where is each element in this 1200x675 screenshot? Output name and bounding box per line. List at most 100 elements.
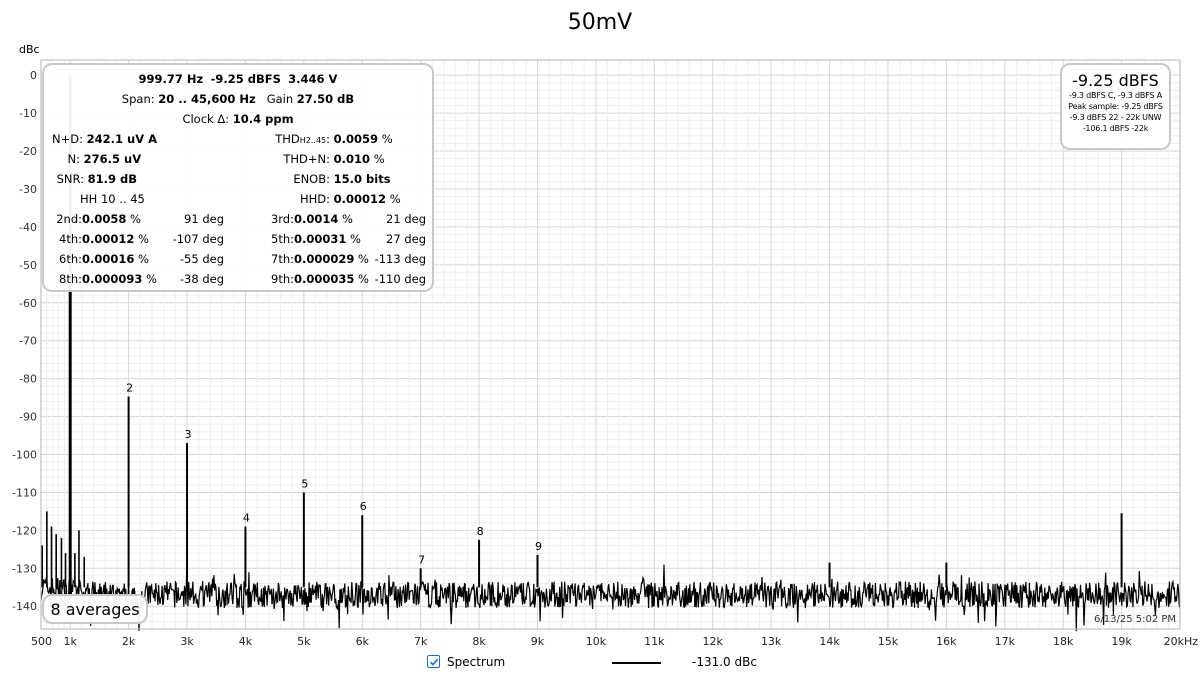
thdn-label: THD+N: (283, 152, 330, 166)
level-line: -9.3 dBFS C, -9.3 dBFS A (1069, 91, 1162, 100)
gain-label: Gain (266, 92, 294, 106)
harmonic-unit: % (146, 272, 157, 286)
x-tick-label: 11k (644, 635, 665, 648)
x-tick-label: 2k (122, 635, 136, 648)
harmonic-labels: 2 3 4 5 6 7 8 9 (126, 381, 542, 566)
stats-span-line: Span: 20 .. 45,600 Hz Gain 27.50 dB (44, 92, 432, 106)
stats-dbfs: -9.25 dBFS (210, 72, 281, 86)
harmonic-value: 0.00031 (294, 232, 347, 246)
harmonic-value: 0.000093 (82, 272, 143, 286)
x-tick-label: 3k (180, 635, 194, 648)
y-tick-label: -50 (19, 259, 37, 272)
gain-value: 27.50 dB (296, 92, 355, 106)
clock-value: 10.4 ppm (232, 112, 294, 126)
hhd-row: HHD: 0.00012 % (230, 192, 401, 206)
harmonic-label: 6 (360, 500, 367, 513)
harmonic-2nd: 2nd:0.0058 % (52, 212, 141, 226)
thd-value: 0.0059 (333, 132, 379, 146)
harmonic-5th: 5th:0.00031 % (230, 232, 361, 246)
nd-row: N+D: 242.1 uV A (52, 132, 157, 146)
thd-colon: : (326, 132, 330, 146)
harmonic-label: 4 (243, 512, 250, 525)
harmonic-label: 9th: (271, 272, 294, 286)
harmonic-label: 5th: (271, 232, 294, 246)
y-tick-label: -110 (12, 486, 37, 499)
enob-row: ENOB: 15.0 bits (230, 172, 390, 186)
hhd-value: 0.00012 (333, 192, 387, 206)
stats-voltage: 3.446 V (288, 72, 338, 86)
level-line: -106.1 dBFS -22k (1082, 124, 1149, 133)
x-tick-labels: 500 1k 2k 3k 4k 5k 6k 7k 8k 9k 10k 11k 12k 13k 14k 15k 1… (31, 635, 1198, 648)
x-tick-label: 12k (703, 635, 724, 648)
harmonic-value: 0.0058 (82, 212, 127, 226)
thd-label: THD (275, 132, 300, 146)
x-tick-label: 5k (297, 635, 311, 648)
y-tick-label: 0 (30, 69, 37, 82)
harmonic-9th: 9th:0.000035 % (230, 272, 369, 286)
harmonic-3rd-phase-wrap: 21 deg (344, 212, 426, 226)
harmonic-phase: -113 deg (374, 252, 426, 266)
y-tick-label: -30 (19, 183, 37, 196)
y-tick-label: -140 (12, 600, 37, 613)
x-tick-label: 6k (356, 635, 370, 648)
harmonic-5th-phase-wrap: 27 deg (344, 232, 426, 246)
x-tick-label: 7k (414, 635, 428, 648)
harmonic-9th-phase-wrap: -110 deg (344, 272, 426, 286)
x-tick-label: 20kHz (1164, 635, 1199, 648)
x-tick-label: 500 (31, 635, 52, 648)
nd-label: N+D: (52, 132, 83, 146)
harmonic-value: 0.00012 (82, 232, 135, 246)
legend-checkbox[interactable] (427, 655, 440, 668)
x-tick-label: 16k (936, 635, 957, 648)
hhd-unit: % (389, 192, 401, 206)
span-value: 20 .. 45,600 Hz (158, 92, 256, 106)
y-axis-label: dBc (19, 43, 40, 56)
harmonic-label: 5 (301, 477, 308, 490)
checkmark-icon (429, 658, 439, 666)
thdn-row: THD+N: 0.010 % (230, 152, 385, 166)
harmonic-phase: -107 deg (172, 232, 224, 246)
snr-value: 81.9 dB (87, 172, 138, 186)
legend-line-swatch (612, 662, 661, 664)
x-tick-label: 18k (1053, 635, 1074, 648)
stats-clock-line: Clock Δ: 10.4 ppm (44, 112, 432, 126)
harmonic-7th: 7th:0.000029 % (230, 252, 369, 266)
averages-badge[interactable]: 8 averages (42, 594, 148, 624)
harmonic-label: 4th: (59, 232, 82, 246)
x-tick-label: 13k (761, 635, 782, 648)
harmonic-unit: % (358, 272, 369, 286)
level-panel[interactable]: -9.25 dBFS -9.3 dBFS C, -9.3 dBFS A Peak… (1060, 63, 1171, 150)
harmonic-label: 8th: (59, 272, 82, 286)
hhd-label: HHD: (299, 192, 330, 206)
harmonic-value: 0.0014 (294, 212, 339, 226)
harmonic-unit: % (358, 252, 369, 266)
harmonic-phase: 91 deg (184, 212, 224, 226)
nd-value: 242.1 uV A (86, 132, 157, 146)
legend-series-value: -131.0 dBc (692, 655, 757, 669)
harmonic-label: 6th: (59, 252, 82, 266)
level-main: -9.25 dBFS (1072, 71, 1159, 90)
level-line: Peak sample: -9.25 dBFS (1068, 102, 1163, 111)
thd-label-wrap: THDH2..45: (230, 132, 330, 146)
harmonic-unit: % (342, 212, 353, 226)
harmonic-6th-phase-wrap: -55 deg (144, 252, 224, 266)
chart-title: 50mV (567, 10, 633, 35)
stats-panel[interactable]: 999.77 Hz -9.25 dBFS 3.446 V Span: 20 ..… (42, 63, 434, 292)
stats-frequency: 999.77 Hz (138, 72, 204, 86)
x-tick-label: 8k (472, 635, 486, 648)
harmonic-label: 7th: (271, 252, 294, 266)
thdn-unit: % (373, 152, 385, 166)
n-label: N: (67, 152, 80, 166)
harmonic-phase: -55 deg (179, 252, 224, 266)
harmonic-value: 0.000029 (294, 252, 355, 266)
x-tick-label: 1k (64, 635, 78, 648)
harmonic-label: 8 (477, 525, 484, 538)
enob-label: ENOB: (293, 172, 330, 186)
x-tick-label: 10k (586, 635, 607, 648)
harmonic-4th: 4th:0.00012 % (52, 232, 149, 246)
harmonic-8th: 8th:0.000093 % (52, 272, 157, 286)
snr-row: SNR: 81.9 dB (52, 172, 137, 186)
harmonic-unit: % (138, 232, 149, 246)
thd-row: THDH2..45: 0.0059 % (230, 132, 392, 146)
y-tick-label: -40 (19, 221, 37, 234)
